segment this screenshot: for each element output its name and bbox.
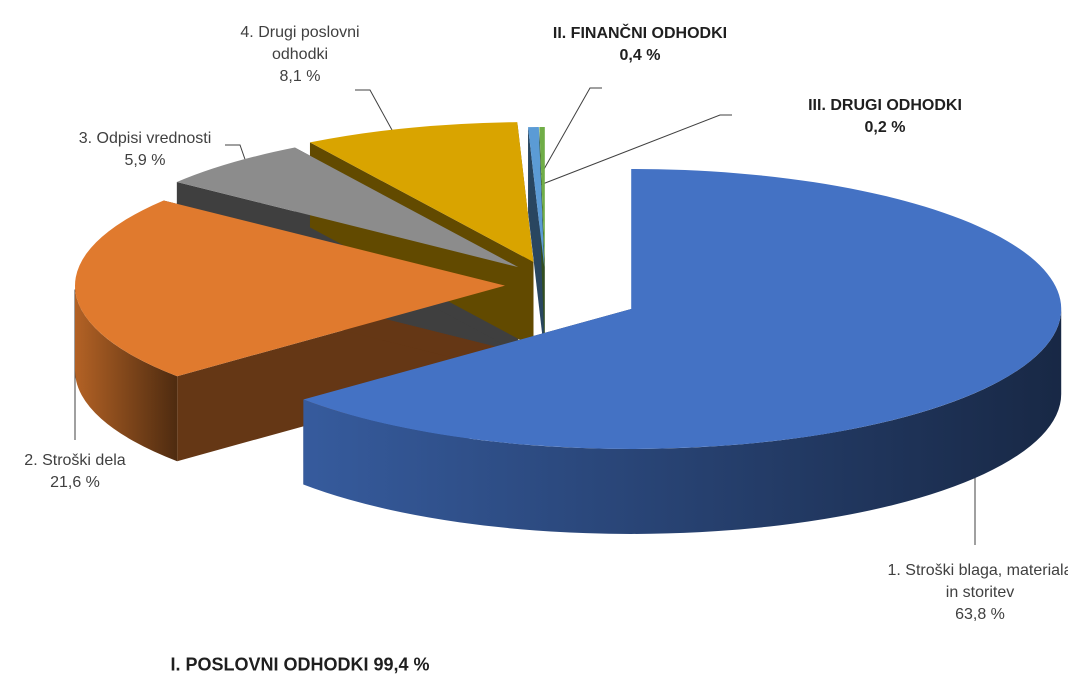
- value-label: 0,4 %: [619, 47, 661, 64]
- slice-label: 3. Odpisi vrednosti 5,9 %: [55, 128, 235, 172]
- value-label: 0,2 %: [864, 119, 906, 136]
- slice-rim: [303, 308, 1062, 534]
- slice-tops: [75, 122, 1062, 449]
- slice-label: III. DRUGI ODHODKI 0,2 %: [765, 95, 1005, 139]
- leader-line: [539, 114, 732, 186]
- slice-wall: [528, 127, 545, 353]
- slice-label: II. FINANČNI ODHODKI 0,4 %: [510, 23, 770, 67]
- category-label: III. DRUGI ODHODKI: [808, 97, 962, 114]
- slice-label: 2. Stroški dela 21,6 %: [0, 450, 155, 494]
- value-label: 63,8 %: [955, 606, 1005, 623]
- slice: [309, 122, 534, 263]
- slice: [75, 200, 506, 377]
- slice-label: 4. Drugi poslovni odhodki 8,1 %: [233, 22, 368, 88]
- slice: [539, 127, 545, 268]
- category-label: 2. Stroški dela: [24, 452, 126, 469]
- value-label: 21,6 %: [50, 474, 100, 491]
- category-label: 3. Odpisi vrednosti: [78, 130, 212, 147]
- slice-rim: [75, 285, 178, 462]
- category-label: II. FINANČNI ODHODKI: [552, 25, 728, 42]
- value-label: 5,9 %: [124, 152, 166, 169]
- value-label: 8,1 %: [279, 68, 321, 85]
- category-label: 1. Stroški blaga, materiala in storitev: [887, 562, 1068, 601]
- category-label: 4. Drugi poslovni odhodki: [240, 24, 360, 63]
- slice-label: 1. Stroški blaga, materiala in storitev 6…: [888, 560, 1068, 626]
- slice: [303, 168, 1062, 449]
- annotation: I. POSLOVNI ODHODKI 99,4 %: [170, 654, 430, 675]
- leader-line: [534, 87, 602, 186]
- slice: [176, 147, 519, 268]
- slice: [528, 127, 545, 268]
